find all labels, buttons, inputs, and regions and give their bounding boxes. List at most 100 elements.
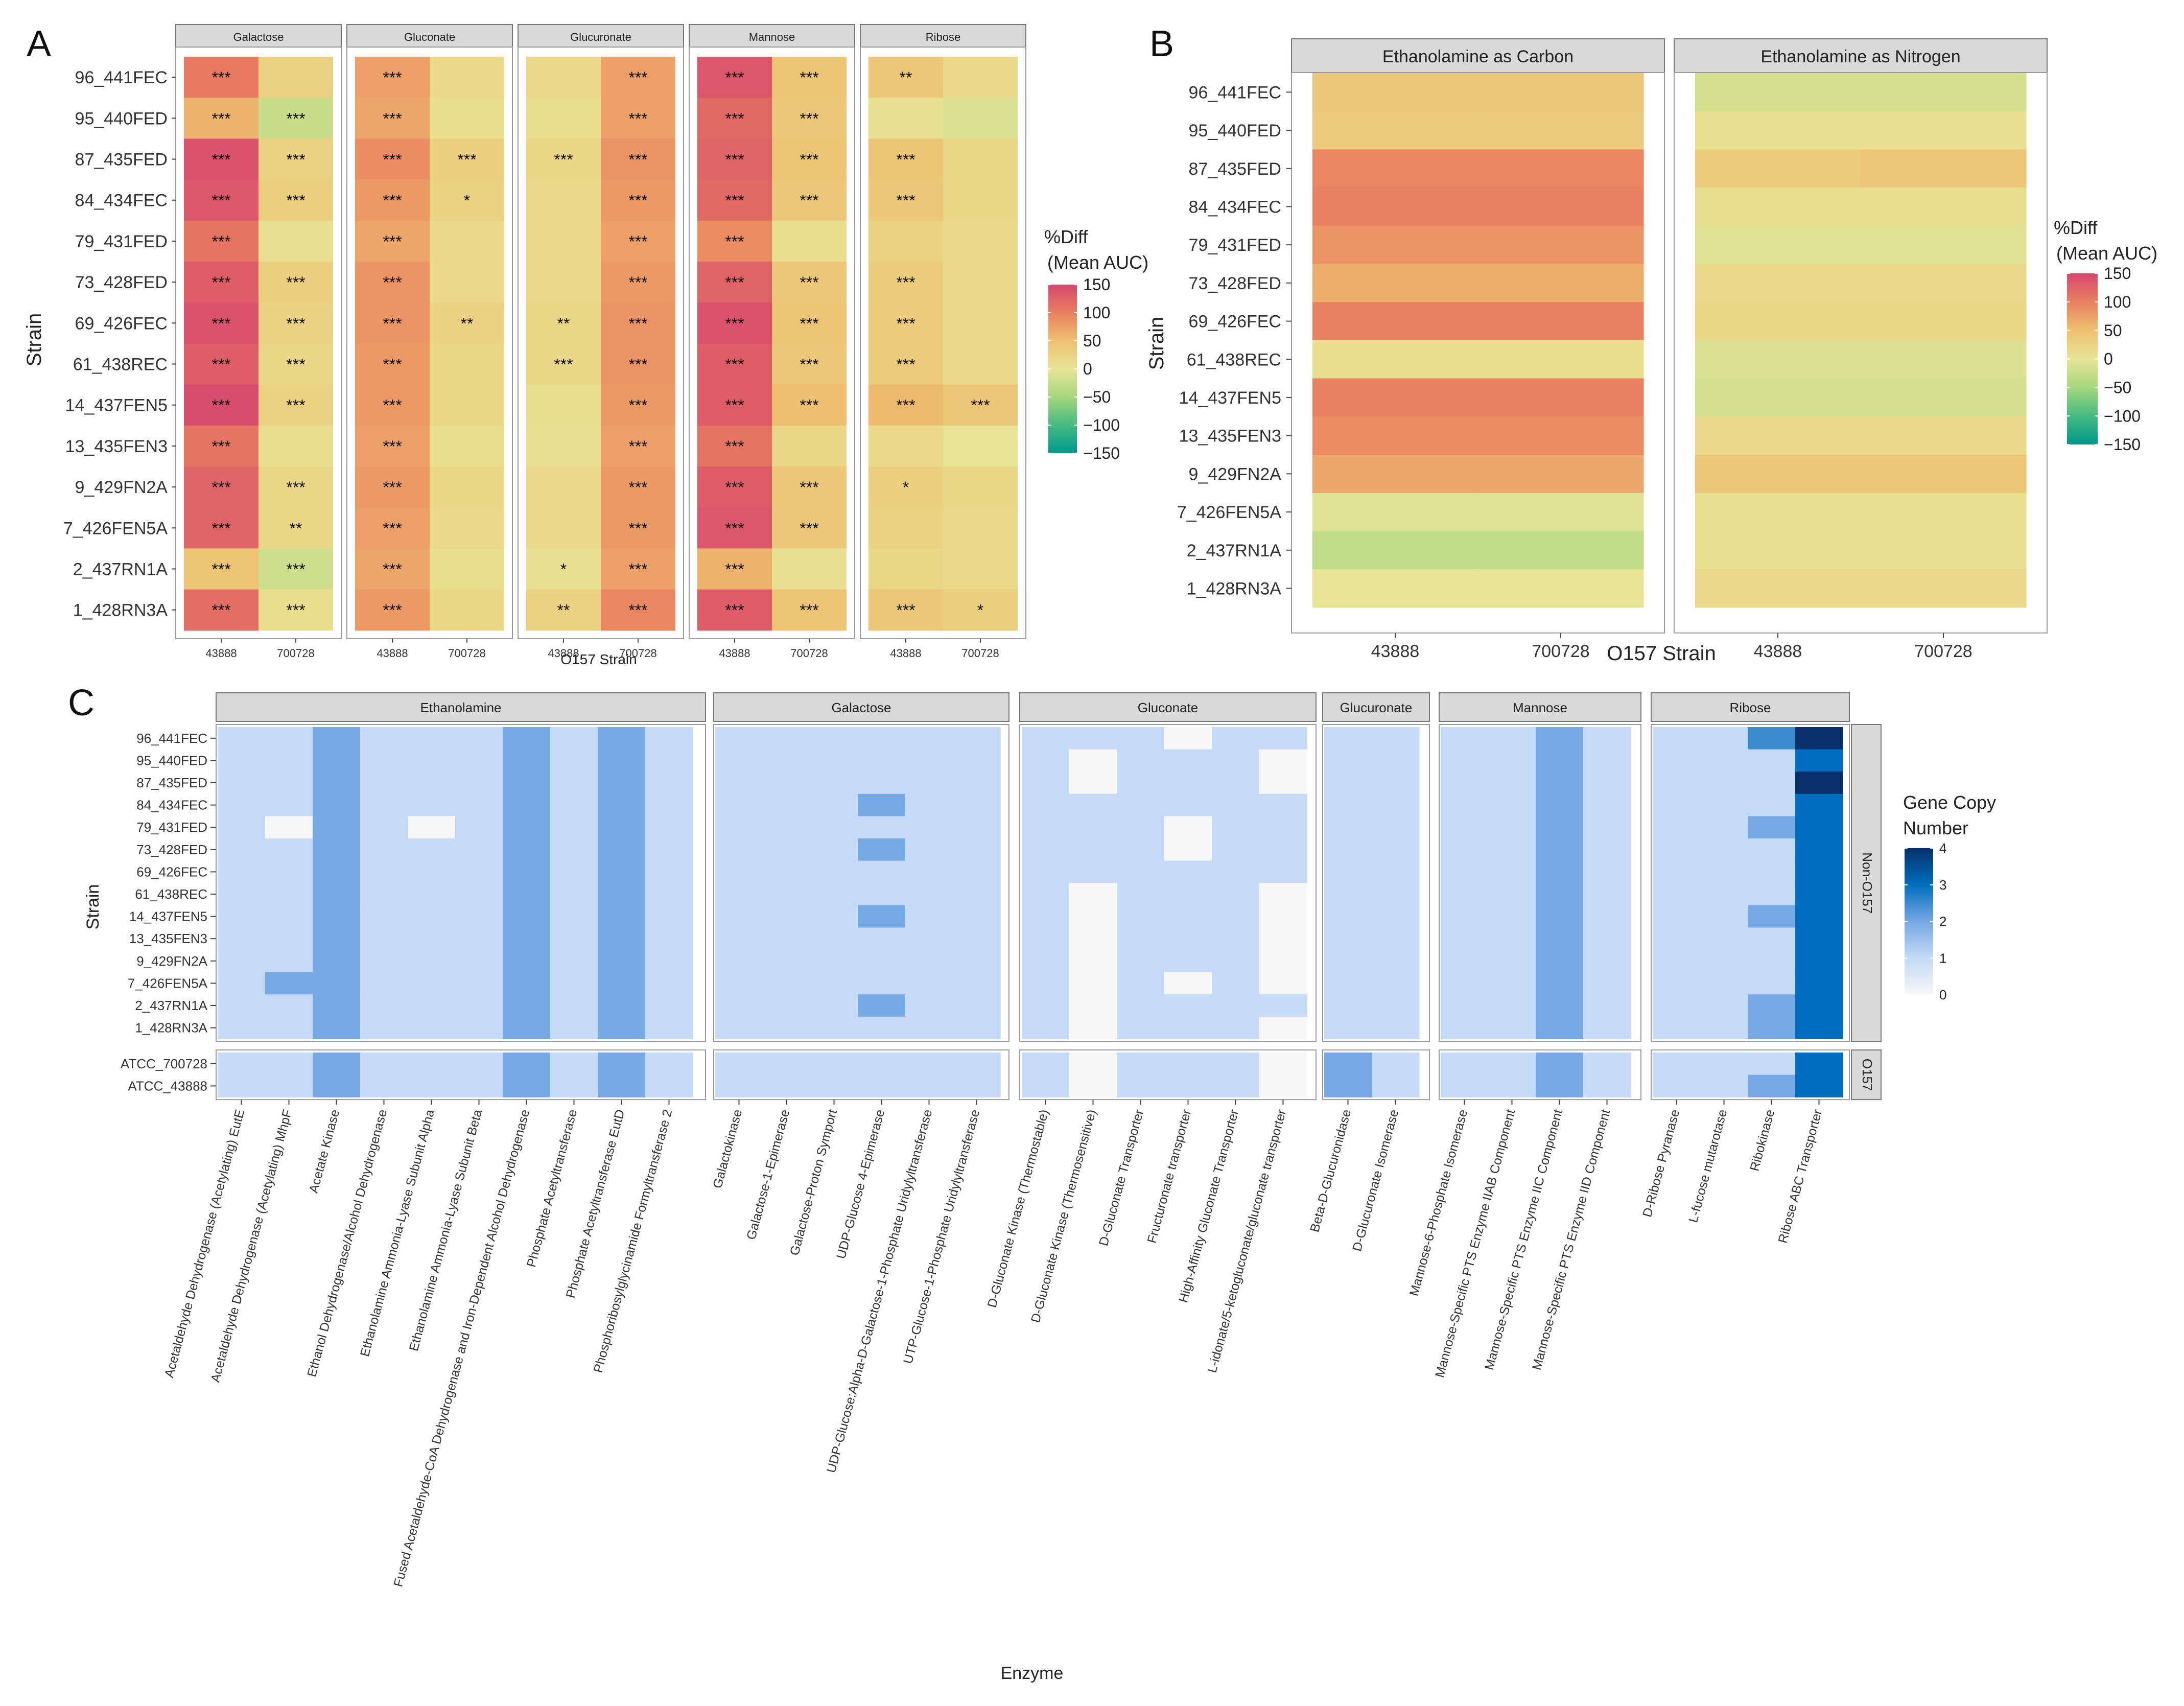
heatmap-cell xyxy=(1312,264,1478,302)
heatmap-cell xyxy=(905,994,953,1017)
heatmap-cell xyxy=(1441,1053,1489,1076)
heatmap-cell xyxy=(1212,860,1260,883)
significance-label: *** xyxy=(212,151,230,169)
heatmap-cell xyxy=(858,772,906,794)
heatmap-cell xyxy=(1653,972,1701,995)
heatmap-cell xyxy=(1372,749,1420,772)
heatmap-cell xyxy=(1583,1074,1631,1097)
significance-label: *** xyxy=(286,151,305,169)
heatmap-cell xyxy=(953,816,1001,839)
y-tick-label: 7_426FEN5A xyxy=(128,975,208,991)
heatmap-cell xyxy=(430,466,504,508)
heatmap-cell xyxy=(313,1016,361,1039)
heatmap-cell xyxy=(550,772,598,794)
significance-label: *** xyxy=(628,232,647,251)
x-tick-label: 700728 xyxy=(790,647,828,660)
heatmap-cell xyxy=(265,816,313,839)
heatmap-cell xyxy=(360,749,408,772)
legend-tick-label: 100 xyxy=(2104,293,2131,311)
y-tick-label: 13_435FEN3 xyxy=(1179,427,1281,446)
heatmap-cell xyxy=(772,548,847,590)
heatmap-cell xyxy=(868,384,943,426)
heatmap-cell xyxy=(408,772,456,794)
heatmap-cell xyxy=(1536,1053,1584,1076)
heatmap-cell xyxy=(1861,73,2027,112)
heatmap-cell xyxy=(1583,1016,1631,1039)
heatmap-cell xyxy=(1536,972,1584,995)
heatmap-cell xyxy=(601,384,675,426)
significance-label: *** xyxy=(628,478,647,497)
y-tick-label: 73_428FED xyxy=(1189,274,1281,293)
x-tick-label: D-Glucuronate Isomerase xyxy=(1350,1108,1401,1253)
heatmap-cell xyxy=(1324,1016,1372,1039)
heatmap-cell xyxy=(905,883,953,906)
heatmap-cell xyxy=(810,927,858,950)
heatmap-cell xyxy=(1748,883,1796,906)
heatmap-cell xyxy=(313,883,361,906)
significance-label: *** xyxy=(212,68,230,87)
heatmap-cell xyxy=(218,1074,266,1097)
heatmap-cell xyxy=(1695,149,1861,188)
heatmap-cell xyxy=(868,507,943,549)
heatmap-cell xyxy=(697,179,772,221)
heatmap-cell xyxy=(1441,816,1489,839)
heatmap-cell xyxy=(598,883,646,906)
heatmap-cell xyxy=(408,816,456,839)
heatmap-cell xyxy=(1795,972,1843,995)
heatmap-cell xyxy=(1312,569,1478,608)
heatmap-cell xyxy=(550,972,598,995)
y-axis-title: Strain xyxy=(83,884,103,930)
heatmap-cell xyxy=(715,749,763,772)
heatmap-cell xyxy=(550,816,598,839)
heatmap-cell xyxy=(526,179,601,221)
significance-label: *** xyxy=(383,273,402,292)
heatmap-cell xyxy=(953,994,1001,1017)
heatmap-cell xyxy=(905,727,953,750)
legend-title-c: Number xyxy=(1903,817,1968,838)
heatmap-cell xyxy=(526,466,601,508)
heatmap-cell xyxy=(184,138,259,180)
heatmap-cell xyxy=(810,950,858,973)
heatmap-cell xyxy=(763,838,811,861)
heatmap-cell xyxy=(645,1053,693,1076)
heatmap-cell xyxy=(601,220,675,262)
heatmap-cell xyxy=(1536,1074,1584,1097)
significance-label: *** xyxy=(286,109,305,128)
heatmap-cell xyxy=(810,838,858,861)
heatmap-cell xyxy=(1653,883,1701,906)
heatmap-cell xyxy=(1312,340,1478,379)
heatmap-cell xyxy=(645,972,693,995)
heatmap-cell xyxy=(953,972,1001,995)
y-tick-label: 84_434FEC xyxy=(75,191,168,211)
heatmap-cell xyxy=(1695,225,1861,265)
significance-label: *** xyxy=(896,396,915,415)
heatmap-cell xyxy=(858,816,906,839)
significance-label: *** xyxy=(800,601,818,620)
heatmap-cell xyxy=(598,905,646,928)
heatmap-cell xyxy=(1478,340,1644,379)
heatmap-cell xyxy=(360,950,408,973)
heatmap-cell xyxy=(430,548,504,590)
heatmap-cell xyxy=(503,950,551,973)
heatmap-cell xyxy=(943,302,1018,344)
significance-label: *** xyxy=(212,273,230,292)
heatmap-cell xyxy=(1259,1016,1307,1039)
heatmap-cell xyxy=(265,727,313,750)
significance-label: *** xyxy=(896,314,915,333)
heatmap-cell xyxy=(810,727,858,750)
heatmap-cell xyxy=(313,793,361,816)
heatmap-cell xyxy=(1861,225,2027,265)
heatmap-cell xyxy=(697,57,772,98)
heatmap-cell xyxy=(259,589,333,631)
heatmap-cell xyxy=(858,838,906,861)
heatmap-cell xyxy=(360,994,408,1017)
y-tick-label: 7_426FEN5A xyxy=(1177,503,1281,522)
significance-label: *** xyxy=(628,192,647,210)
heatmap-cell xyxy=(1069,793,1117,816)
heatmap-cell xyxy=(1748,860,1796,883)
x-tick-label: 700728 xyxy=(961,647,999,660)
heatmap-cell xyxy=(598,1074,646,1097)
y-tick-label: 69_426FEC xyxy=(1189,312,1281,332)
heatmap-cell xyxy=(1117,772,1165,794)
heatmap-cell xyxy=(1212,772,1260,794)
